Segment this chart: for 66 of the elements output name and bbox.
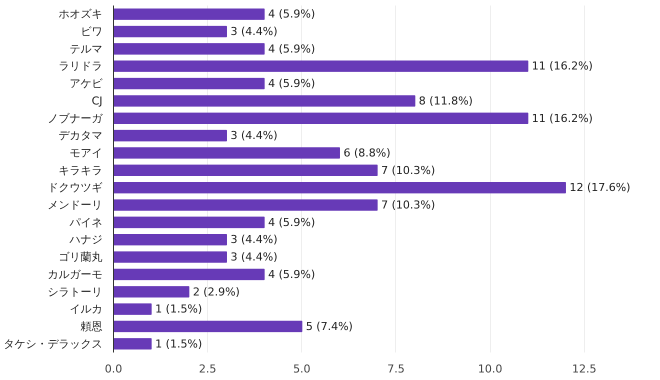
y-tick-label: イルカ — [70, 302, 102, 316]
data-label: 1 (1.5%) — [155, 337, 202, 350]
data-label: 4 (5.9%) — [268, 216, 316, 229]
y-tick-label: ビワ — [80, 25, 102, 38]
data-label: 5 (7.4%) — [306, 320, 353, 333]
y-tick-label: デカタマ — [58, 129, 102, 142]
bar — [114, 303, 152, 315]
data-label: 4 (5.9%) — [268, 268, 316, 281]
data-label: 3 (4.4%) — [230, 250, 278, 264]
data-label: 3 (4.4%) — [230, 129, 278, 142]
data-label: 11 (16.2%) — [532, 60, 593, 73]
bar — [114, 95, 416, 107]
data-label: 3 (4.4%) — [230, 233, 278, 246]
y-tick-label: カルガーモ — [48, 268, 102, 281]
y-tick-label: 頼恩 — [80, 320, 102, 333]
bar — [114, 338, 152, 350]
bar — [114, 130, 227, 142]
data-label: 7 (10.3%) — [381, 164, 436, 177]
bar — [114, 78, 265, 90]
y-tick-label: アケビ — [70, 77, 104, 90]
bar — [114, 60, 528, 72]
y-tick-label: キラキラ — [58, 164, 102, 177]
x-tick-label: 2.5 — [198, 362, 216, 376]
y-tick-label: ハナジ — [68, 233, 102, 246]
x-tick-label: 0.0 — [104, 362, 122, 376]
x-tick-label: 10.0 — [478, 362, 502, 376]
x-tick-label: 7.5 — [387, 362, 405, 376]
y-tick-label: パイネ — [68, 216, 102, 229]
bar — [114, 320, 302, 332]
x-tick-label: 12.5 — [572, 362, 597, 376]
data-label: 1 (1.5%) — [155, 302, 202, 316]
bar — [114, 164, 378, 176]
bar — [114, 182, 566, 194]
y-tick-label: シラトーリ — [48, 285, 102, 298]
data-label: 6 (8.8%) — [343, 146, 391, 160]
data-label: 3 (4.4%) — [230, 25, 278, 38]
bar — [114, 26, 227, 38]
x-tick-label: 5.0 — [293, 362, 311, 376]
bar — [114, 8, 265, 20]
y-tick-label: メンドーリ — [48, 198, 102, 212]
y-tick-label: ノブナーガ — [48, 112, 104, 125]
data-label: 11 (16.2%) — [532, 112, 593, 125]
bar — [114, 268, 265, 280]
data-label: 8 (11.8%) — [418, 94, 473, 108]
bar — [114, 43, 265, 55]
bar — [114, 251, 227, 263]
data-label: 12 (17.6%) — [569, 181, 630, 194]
data-label: 4 (5.9%) — [268, 42, 316, 56]
y-tick-label: ゴリ蘭丸 — [58, 250, 102, 264]
bar — [114, 147, 340, 159]
y-tick-label: ドクウツギ — [48, 181, 102, 194]
bar — [114, 199, 378, 211]
data-label: 7 (10.3%) — [381, 198, 436, 212]
data-label: 4 (5.9%) — [268, 8, 316, 21]
bar — [114, 286, 190, 298]
y-tick-label: テルマ — [70, 42, 102, 56]
y-tick-label: モアイ — [70, 146, 102, 160]
y-tick-label: ラリドラ — [58, 60, 102, 73]
y-tick-label: CJ — [92, 94, 103, 108]
data-label: 2 (2.9%) — [192, 285, 240, 298]
bar — [114, 234, 227, 246]
y-tick-label: タケシ・デラックス — [4, 337, 102, 350]
bar — [114, 112, 528, 124]
bar — [114, 216, 265, 228]
y-tick-label: ホオズキ — [58, 8, 102, 21]
data-label: 4 (5.9%) — [268, 77, 316, 90]
